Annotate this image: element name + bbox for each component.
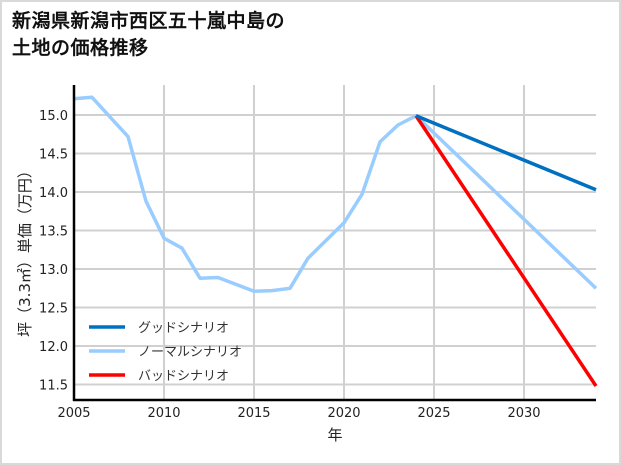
y-tick-label: 12.0	[39, 340, 68, 355]
y-axis-ticks: 11.5 12.0 12.5 13.0 13.5 14.0 14.5 15.0	[39, 109, 68, 394]
y-tick-label: 14.0	[39, 186, 68, 201]
legend-label: バッドシナリオ	[138, 369, 229, 384]
y-tick-label: 13.5	[39, 225, 68, 240]
x-tick-label: 2020	[327, 406, 360, 421]
x-tick-label: 2010	[147, 406, 180, 421]
x-tick-label: 2025	[417, 406, 450, 421]
y-tick-label: 13.0	[39, 263, 68, 278]
data-series	[73, 95, 598, 387]
legend-label: グッドシナリオ	[138, 321, 229, 336]
y-tick-label: 14.5	[39, 148, 68, 163]
x-tick-label: 2015	[237, 406, 270, 421]
x-axis-label: 年	[327, 426, 342, 444]
legend-label: ノーマルシナリオ	[138, 345, 242, 360]
gridlines	[74, 85, 596, 400]
x-axis-ticks: 2005 2010 2015 2020 2025 2030	[57, 406, 540, 421]
series-line	[415, 114, 597, 192]
x-tick-label: 2005	[57, 406, 90, 421]
x-tick-label: 2030	[507, 406, 540, 421]
y-tick-label: 15.0	[39, 109, 68, 124]
y-tick-label: 12.5	[39, 302, 68, 317]
axes	[72, 85, 596, 402]
series-line	[73, 95, 598, 294]
y-axis-label: 坪（3.3㎡）単価（万円）	[16, 163, 34, 337]
series-line	[414, 114, 598, 387]
y-tick-label: 11.5	[39, 379, 68, 394]
chart-title: 新潟県新潟市西区五十嵐中島の 土地の価格推移	[12, 10, 286, 59]
